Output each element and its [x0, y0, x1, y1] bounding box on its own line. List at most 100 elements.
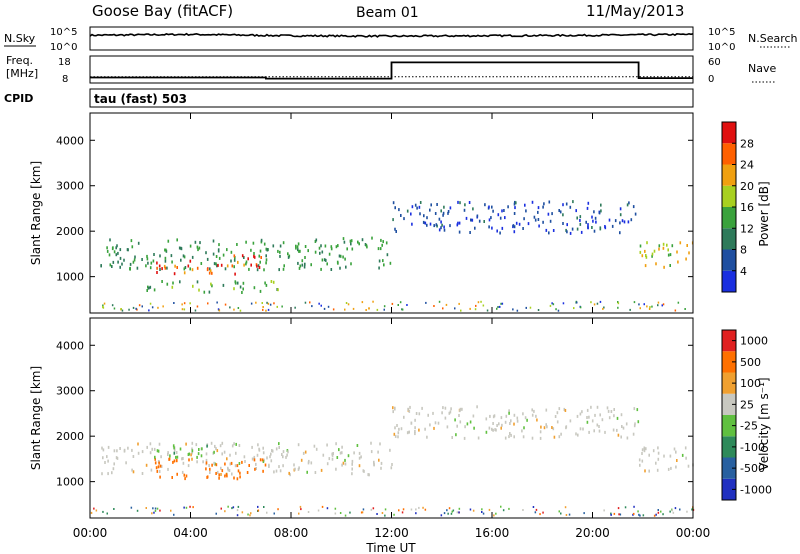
data-cell [590, 405, 592, 409]
data-cell [152, 507, 154, 510]
data-cell [478, 219, 481, 223]
data-cell [297, 242, 300, 246]
data-cell [440, 514, 443, 517]
data-cell [345, 302, 348, 304]
data-cell [534, 511, 537, 514]
data-cell [260, 256, 262, 259]
data-cell [510, 433, 512, 437]
data-cell [372, 507, 375, 510]
data-cell [206, 257, 209, 261]
data-cell [303, 265, 306, 269]
data-cell [558, 209, 560, 212]
data-cell [170, 509, 172, 512]
data-cell [651, 305, 653, 308]
data-cell [337, 244, 339, 248]
data-cell [617, 302, 620, 305]
data-cell [176, 266, 178, 269]
data-cell [634, 212, 637, 216]
data-cell [391, 463, 393, 466]
data-cell [191, 447, 193, 451]
data-cell [130, 506, 133, 509]
data-cell [545, 408, 548, 412]
data-cell [295, 244, 297, 248]
data-cell [657, 301, 660, 304]
data-cell [141, 450, 144, 454]
data-cell [590, 301, 592, 304]
data-cell [191, 457, 193, 461]
data-cell [277, 288, 279, 292]
data-cell [250, 302, 253, 305]
data-cell [464, 203, 466, 207]
data-cell [154, 461, 157, 465]
data-cell [641, 448, 644, 452]
data-cell [100, 264, 102, 268]
station-title: Goose Bay (fitACF) [92, 2, 233, 20]
data-cell [636, 408, 639, 412]
data-cell [287, 252, 289, 256]
data-cell [266, 301, 268, 304]
data-cell [224, 510, 226, 513]
data-cell [535, 508, 538, 511]
data-cell [619, 207, 622, 211]
data-cell [344, 462, 347, 466]
nave-tick-high: 60 [708, 57, 721, 68]
data-cell [141, 258, 143, 261]
data-cell [272, 280, 275, 284]
data-cell [236, 514, 239, 517]
data-cell [150, 261, 153, 265]
data-cell [233, 308, 235, 311]
data-cell [397, 304, 399, 306]
data-cell [257, 509, 260, 512]
data-cell [253, 458, 256, 462]
data-cell [109, 238, 111, 242]
colorbar-segment [722, 330, 736, 352]
data-cell [344, 514, 347, 517]
data-cell [249, 514, 251, 517]
data-cell [111, 471, 113, 475]
data-cell [183, 506, 185, 509]
data-cell [385, 241, 388, 245]
data-cell [149, 285, 152, 289]
data-cell [591, 226, 593, 229]
data-cell [625, 422, 628, 426]
data-cell [500, 505, 502, 508]
data-cell [522, 412, 524, 416]
data-cell [527, 222, 530, 226]
data-cell [332, 308, 335, 311]
data-cell [146, 257, 149, 261]
data-cell [459, 420, 462, 424]
time-axis: 00:00 04:00 08:00 12:00 16:00 20:00 00:00 [73, 113, 710, 540]
data-cell [221, 469, 224, 473]
data-cell [490, 216, 492, 220]
data-cell [524, 203, 526, 207]
data-cell [127, 446, 129, 450]
data-cell [679, 508, 681, 511]
data-cell [250, 263, 252, 267]
data-cell [273, 512, 275, 515]
data-cell [260, 240, 263, 244]
data-cell [667, 253, 670, 257]
data-cell [343, 240, 346, 244]
data-cell [341, 451, 343, 455]
data-cell [251, 457, 254, 461]
data-cell [115, 253, 118, 257]
data-cell [201, 447, 203, 451]
data-cell [380, 461, 383, 465]
data-cell [459, 201, 461, 205]
data-cell [415, 508, 417, 511]
data-cell [676, 459, 678, 462]
data-cell [217, 263, 219, 267]
data-cell [455, 433, 457, 437]
data-cell [499, 305, 501, 308]
data-cell [263, 242, 266, 246]
colorbar-segment [722, 457, 736, 479]
data-cell [279, 469, 282, 473]
data-cell [263, 506, 265, 508]
data-cell [626, 203, 629, 207]
data-cell [593, 429, 595, 433]
data-cell [638, 458, 641, 462]
data-cell [253, 286, 256, 290]
y-tick-label: 2000 [56, 225, 84, 238]
data-cell [579, 215, 582, 219]
data-cell [672, 511, 675, 514]
